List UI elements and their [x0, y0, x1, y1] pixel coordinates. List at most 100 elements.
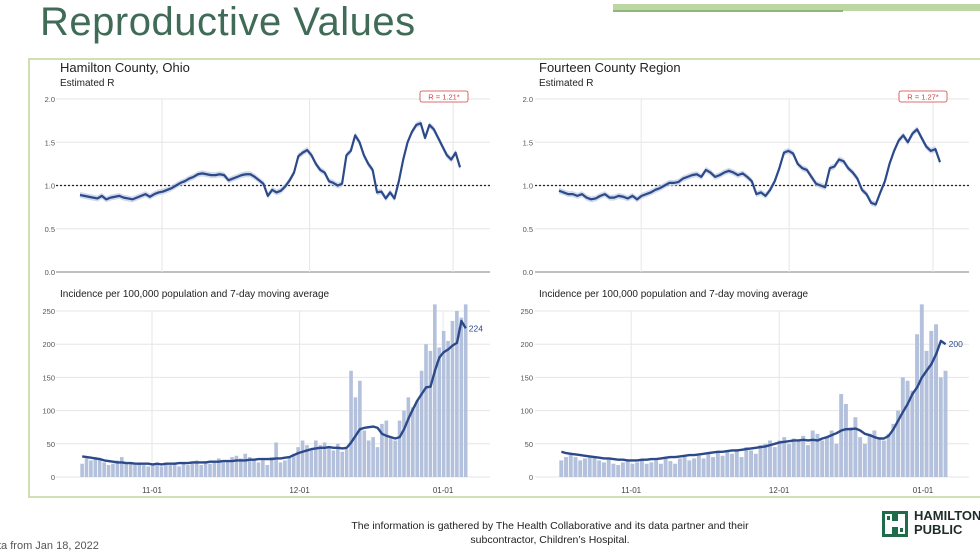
incidence-bar [820, 440, 825, 477]
incidence-bar [225, 461, 230, 477]
incidence-bar [559, 460, 564, 477]
incidence-bar [106, 465, 111, 477]
incidence-bar [877, 437, 882, 477]
incidence-bar [782, 437, 787, 477]
incidence-bar [415, 400, 419, 477]
incidence-bar [848, 427, 853, 477]
incidence-bar [768, 440, 772, 477]
incidence-bar [463, 304, 468, 477]
incidence-bar [573, 457, 578, 477]
incidence-bar [801, 435, 806, 477]
x-tick-label: 12-01 [769, 486, 790, 495]
y-tick-label: 250 [520, 307, 533, 316]
incidence-bar [886, 433, 891, 477]
y-tick-label: 150 [42, 373, 55, 382]
incidence-bar [371, 437, 375, 477]
incidence-bar [891, 423, 896, 477]
incidence-bar [929, 330, 934, 477]
incidence-bar [269, 457, 274, 477]
incidence-bar [692, 458, 697, 477]
incidence-bar [668, 461, 673, 477]
incidence-bar [305, 445, 309, 477]
chart-title: Fourteen County Region [539, 60, 681, 75]
incidence-bar [124, 462, 128, 477]
incidence-bar [419, 370, 424, 477]
incidence-bar [720, 455, 725, 477]
incidence-bar [318, 445, 322, 477]
incidence-bar [578, 460, 583, 477]
incidence-bar [168, 465, 173, 477]
incidence-bar [437, 347, 442, 477]
incidence-bar [630, 463, 635, 477]
incidence-bar [696, 455, 701, 477]
incidence-bar [331, 450, 336, 477]
incidence-bar [327, 447, 331, 477]
incidence-bar [424, 344, 428, 477]
incidence-bar [862, 443, 867, 477]
incidence-bar [620, 462, 625, 477]
y-tick-label: 0.0 [45, 268, 55, 277]
incidence-bar [221, 462, 225, 477]
y-tick-label: 0 [529, 473, 533, 482]
chart-frame [28, 58, 980, 498]
incidence-bar [296, 447, 300, 477]
incidence-bar [159, 466, 164, 477]
incidence-bar [597, 460, 602, 477]
incidence-bar [146, 466, 151, 477]
y-tick-label: 1.0 [523, 182, 533, 191]
incidence-bar [89, 460, 93, 477]
incidence-bar [212, 462, 217, 477]
incidence-bar [649, 462, 654, 477]
incidence-bar [84, 458, 89, 477]
incidence-bar [300, 440, 305, 477]
incidence-bar [839, 394, 844, 477]
incidence-bar [172, 462, 177, 477]
incidence-bar [459, 317, 464, 477]
incidence-bar [867, 433, 872, 477]
x-tick-label: 11-01 [142, 486, 162, 495]
incidence-bar [375, 447, 380, 477]
incidence-bar [322, 442, 327, 477]
r-badge-box [898, 90, 948, 103]
y-tick-label: 100 [520, 407, 533, 416]
incidence-bar [450, 320, 455, 477]
r-badge-box [419, 90, 469, 103]
y-tick-label: 0.0 [523, 268, 533, 277]
incidence-bar [744, 447, 749, 477]
y-tick-label: 1.5 [45, 138, 55, 147]
incidence-bar [663, 458, 668, 477]
incidence-bar [592, 457, 597, 477]
incidence-bar [349, 370, 353, 477]
incidence-bar [388, 437, 393, 477]
incidence-bar [687, 460, 692, 477]
incidence-bar [711, 457, 716, 477]
incidence-bar [829, 430, 834, 477]
incidence-bar [654, 460, 659, 477]
incidence-bar [677, 458, 682, 477]
incidence-bar [625, 461, 630, 477]
incidence-bar [787, 443, 791, 477]
incidence-bar [824, 437, 829, 477]
incidence-bar [309, 449, 314, 477]
slide-title: Reproductive Values [40, 0, 416, 44]
incidence-bar [658, 463, 663, 477]
incidence-bar [177, 466, 181, 477]
incidence-bar [186, 465, 190, 477]
incidence-bar [433, 304, 437, 477]
incidence-bar [283, 460, 287, 477]
hamilton-public-logo: HAMILTON PUBLIC [882, 509, 980, 541]
y-tick-label: 50 [47, 440, 55, 449]
incidence-bar [753, 453, 758, 477]
incidence-bar [843, 403, 848, 477]
y-tick-label: 0.5 [523, 225, 533, 234]
incidence-bar [344, 449, 349, 477]
incidence-bar [639, 460, 644, 477]
incidence-bar [247, 457, 252, 477]
incidence-bar [137, 462, 142, 477]
incidence-bar [256, 462, 261, 477]
y-tick-label: 100 [42, 407, 55, 416]
incidence-bar [900, 377, 905, 477]
end-value-label: 200 [949, 339, 963, 349]
r-series-line [558, 128, 942, 206]
incidence-bar [791, 438, 796, 477]
